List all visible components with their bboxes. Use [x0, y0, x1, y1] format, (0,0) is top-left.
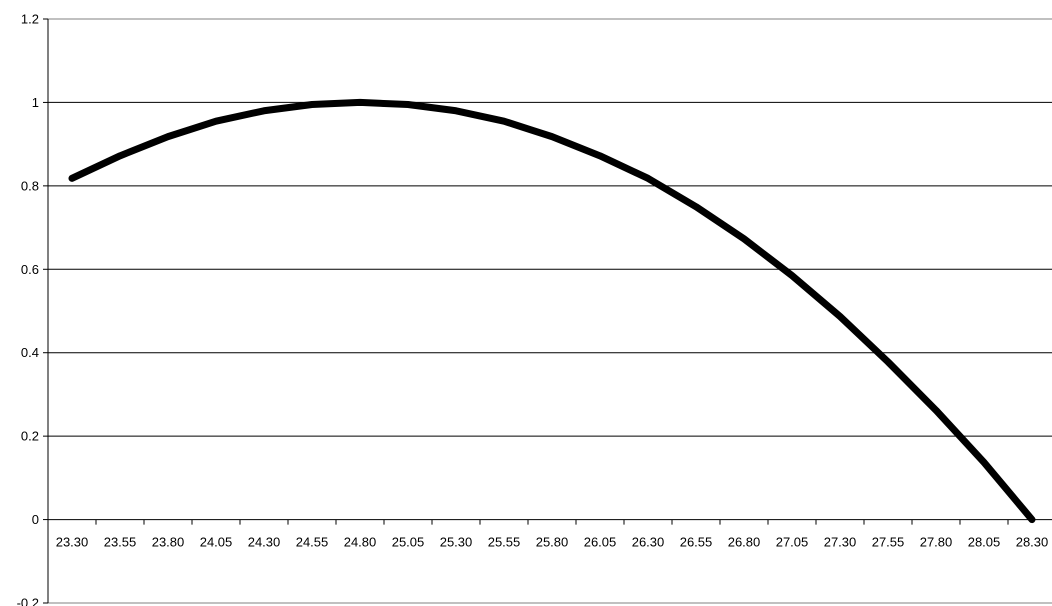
x-tick-label-17: 27.55	[872, 535, 905, 550]
x-tick-label-9: 25.55	[488, 535, 521, 550]
x-tick-label-11: 26.05	[584, 535, 617, 550]
data-point	[791, 275, 793, 277]
x-tick-label-3: 24.05	[200, 535, 233, 550]
y-tick-label-5: 0.8	[21, 178, 39, 193]
y-tick-label-3: 0.4	[21, 345, 39, 360]
data-point	[359, 101, 361, 103]
data-point	[1031, 519, 1033, 521]
data-point	[887, 361, 889, 363]
data-point	[983, 461, 985, 463]
x-tick-label-16: 27.30	[824, 535, 857, 550]
x-tick-label-19: 28.05	[968, 535, 1001, 550]
data-point	[599, 155, 601, 157]
x-tick-label-1: 23.55	[104, 535, 137, 550]
grid-lines	[48, 18, 1052, 604]
data-point	[263, 110, 265, 112]
x-tick-label-10: 25.80	[536, 535, 569, 550]
x-tick-label-7: 25.05	[392, 535, 425, 550]
x-tick-label-5: 24.55	[296, 535, 329, 550]
x-tick-label-4: 24.30	[248, 535, 281, 550]
data-point	[71, 177, 73, 179]
data-point	[551, 136, 553, 138]
data-point	[407, 104, 409, 106]
x-tick-label-12: 26.30	[632, 535, 665, 550]
y-tick-label-1: 0	[32, 512, 39, 527]
data-point	[311, 104, 313, 106]
x-tick-label-14: 26.80	[728, 535, 761, 550]
y-tick-label-4: 0.6	[21, 262, 39, 277]
series-layer	[68, 98, 1036, 524]
data-point	[743, 238, 745, 240]
x-tick-label-13: 26.55	[680, 535, 713, 550]
x-tick-label-6: 24.80	[344, 535, 377, 550]
data-point	[503, 120, 505, 122]
y-tick-label-7: 1.2	[21, 12, 39, 27]
data-point	[839, 315, 841, 317]
series-line-0	[68, 98, 1036, 524]
x-tick-label-0: 23.30	[56, 535, 89, 550]
y-tick-label-6: 1	[32, 95, 39, 110]
data-point	[455, 110, 457, 112]
x-tick-labels: 23.30 23.55 23.80 24.05 24.30 24.55 24.80 25.05…	[56, 535, 1049, 550]
y-tick-label-0: -0.2	[17, 596, 39, 606]
x-tick-label-2: 23.80	[152, 535, 185, 550]
y-tick-labels: -0.2 0 0.2 0.4 0.6 0.8 1 1.2	[17, 12, 39, 606]
x-tick-label-15: 27.05	[776, 535, 809, 550]
data-point	[167, 136, 169, 138]
data-point	[935, 409, 937, 411]
data-point	[215, 120, 217, 122]
y-tick-label-2: 0.2	[21, 429, 39, 444]
data-point	[119, 155, 121, 157]
x-tick-label-18: 27.80	[920, 535, 953, 550]
tick-marks	[43, 18, 1009, 604]
data-point	[695, 206, 697, 208]
x-tick-label-8: 25.30	[440, 535, 473, 550]
data-point	[647, 177, 649, 179]
x-tick-label-20: 28.30	[1016, 535, 1049, 550]
